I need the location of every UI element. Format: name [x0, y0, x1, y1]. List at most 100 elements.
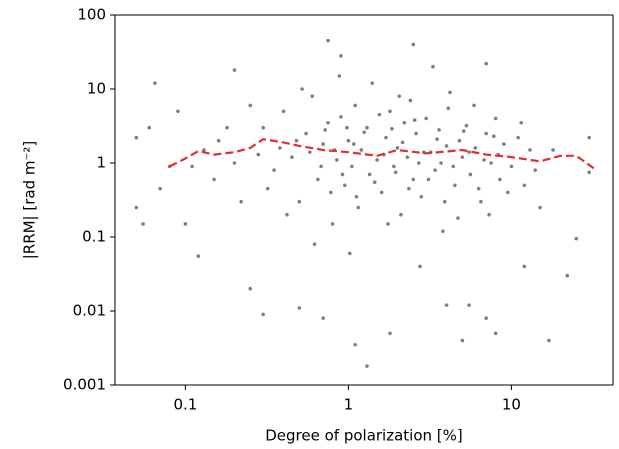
scatter-point	[370, 81, 375, 85]
scatter-point	[426, 177, 431, 182]
scatter-point	[457, 138, 462, 143]
scatter-point	[484, 61, 488, 66]
scatter-point	[587, 135, 591, 140]
scatter-point	[239, 199, 244, 204]
scatter-point	[362, 130, 366, 135]
scatter-point	[453, 183, 457, 188]
scatter-point	[353, 103, 357, 108]
scatter-point	[345, 125, 349, 130]
scatter-point	[350, 164, 354, 169]
scatter-point	[256, 152, 261, 157]
scatter-point	[365, 364, 369, 368]
scatter-point	[551, 148, 555, 152]
scatter-point	[397, 94, 402, 98]
scatter-point	[464, 123, 469, 128]
scatter-point	[388, 331, 392, 336]
scatter-point	[468, 172, 473, 177]
x-tick-label: 10	[502, 396, 521, 414]
scatter-point	[335, 158, 339, 162]
scatter-point	[248, 286, 253, 291]
scatter-point	[190, 164, 194, 169]
scatter-point	[522, 264, 527, 269]
scatter-point	[489, 161, 493, 165]
scatter-point	[399, 212, 403, 217]
scatter-point	[297, 199, 302, 204]
scatter-point	[281, 109, 286, 114]
scatter-point	[388, 109, 392, 114]
scatter-point	[493, 116, 498, 121]
scatter-point	[290, 155, 294, 159]
scatter-point	[340, 172, 345, 177]
scatter-point	[384, 135, 388, 140]
scatter-point	[321, 316, 325, 320]
scatter-point	[308, 150, 312, 154]
scatter-point	[416, 161, 421, 165]
scatter-point	[319, 164, 323, 169]
scatter-point	[484, 316, 488, 320]
scatter-point	[509, 164, 514, 169]
scatter-point	[444, 144, 449, 148]
scatter-point	[402, 120, 407, 125]
y-tick-label: 100	[77, 6, 106, 24]
scatter-point	[359, 148, 364, 152]
scatter-point	[502, 142, 506, 146]
scatter-point	[467, 150, 471, 154]
scatter-point	[202, 148, 206, 152]
scatter-point	[278, 146, 282, 150]
scatter-point	[479, 199, 483, 204]
scatter-point	[433, 168, 437, 172]
scatter-point	[261, 312, 265, 317]
x-tick-label: 0.1	[173, 396, 197, 414]
scatter-point	[522, 183, 527, 188]
scatter-point	[316, 177, 320, 182]
scatter-point	[460, 155, 465, 159]
scatter-point	[405, 155, 410, 159]
scatter-point	[516, 135, 520, 140]
scatter-point	[439, 161, 443, 165]
scatter-point	[400, 140, 405, 145]
scatter-point	[216, 138, 221, 143]
scatter-point	[225, 125, 229, 130]
scatter-point	[158, 186, 162, 191]
scatter-point	[153, 81, 157, 85]
scatter-point	[419, 194, 424, 199]
scatter-point	[482, 158, 486, 162]
scatter-point	[354, 194, 359, 199]
scatter-point	[493, 331, 498, 336]
scatter-point	[365, 125, 369, 130]
scatter-point	[342, 183, 347, 188]
scatter-point	[379, 190, 384, 195]
scatter-point	[134, 205, 139, 210]
scatter-point	[395, 146, 400, 150]
trend-line	[169, 138, 595, 170]
scatter-point	[418, 264, 422, 269]
scatter-point	[248, 103, 253, 108]
scatter-point	[375, 158, 379, 162]
scatter-point	[408, 98, 413, 103]
scatter-point	[330, 222, 335, 226]
scatter-point	[467, 303, 471, 307]
scatter-point	[392, 164, 396, 169]
scatter-point	[528, 148, 532, 152]
y-tick-label: 0.1	[82, 228, 106, 246]
scatter-point	[347, 251, 352, 256]
scatter-point	[183, 222, 188, 226]
scatter-point	[372, 180, 377, 185]
scatter-point	[533, 168, 538, 172]
scatter-point	[472, 103, 476, 108]
scatter-point	[212, 177, 216, 182]
scatter-point	[492, 134, 496, 139]
scatter-point	[565, 273, 570, 278]
scatter-point	[312, 242, 317, 246]
y-axis-label: |RRM| [rad m⁻²]	[21, 141, 39, 260]
scatter-point	[574, 236, 579, 241]
scatter-point	[356, 205, 361, 210]
y-tick-label: 0.01	[73, 302, 106, 320]
x-tick-label: 1	[344, 396, 354, 414]
scatter-point	[265, 186, 270, 191]
scatter-point	[147, 125, 152, 130]
scatter-point	[431, 64, 435, 69]
scatter-point	[473, 146, 478, 150]
y-tick-label: 1	[96, 154, 106, 172]
